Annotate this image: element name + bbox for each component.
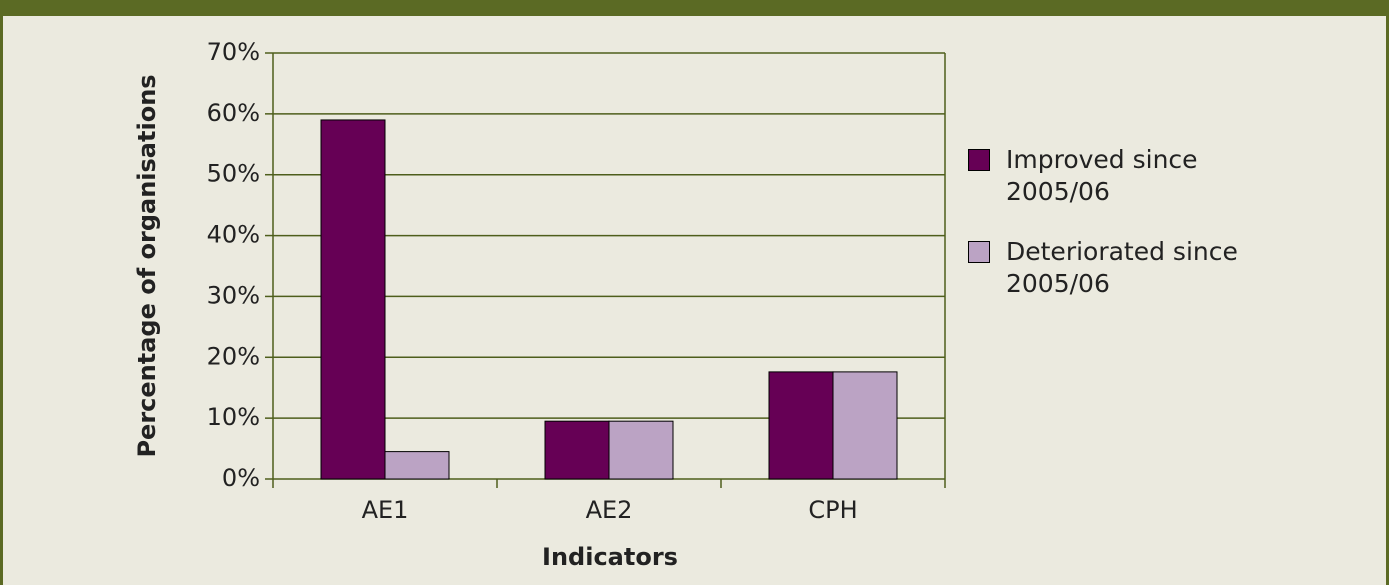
bar: [608, 420, 674, 480]
x-tick-label: CPH: [808, 496, 857, 524]
y-tick-label: 50%: [207, 160, 260, 188]
y-tick-label: 20%: [207, 342, 260, 370]
x-tick-label: AE1: [362, 496, 409, 524]
x-tick-label: AE2: [586, 496, 633, 524]
y-tick-label: 30%: [207, 281, 260, 309]
y-tick-label: 70%: [207, 38, 260, 66]
legend-label: Deteriorated since 2005/06: [1006, 237, 1238, 298]
bar: [832, 371, 898, 480]
y-tick-label: 10%: [207, 403, 260, 431]
x-axis-label: Indicators: [542, 543, 678, 571]
legend-label: Improved since 2005/06: [1006, 145, 1198, 206]
y-tick-label: 0%: [222, 464, 260, 492]
y-tick-label: 60%: [207, 99, 260, 127]
legend-item: Deteriorated since 2005/06: [968, 236, 1268, 300]
bar: [384, 451, 450, 480]
legend-swatch: [968, 149, 990, 171]
bar: [544, 420, 610, 480]
bar: [768, 371, 834, 480]
legend-item: Improved since 2005/06: [968, 144, 1268, 208]
legend-swatch: [968, 241, 990, 263]
y-axis-label: Percentage of organisations: [133, 74, 161, 457]
y-tick-label: 40%: [207, 221, 260, 249]
bar: [320, 119, 386, 480]
